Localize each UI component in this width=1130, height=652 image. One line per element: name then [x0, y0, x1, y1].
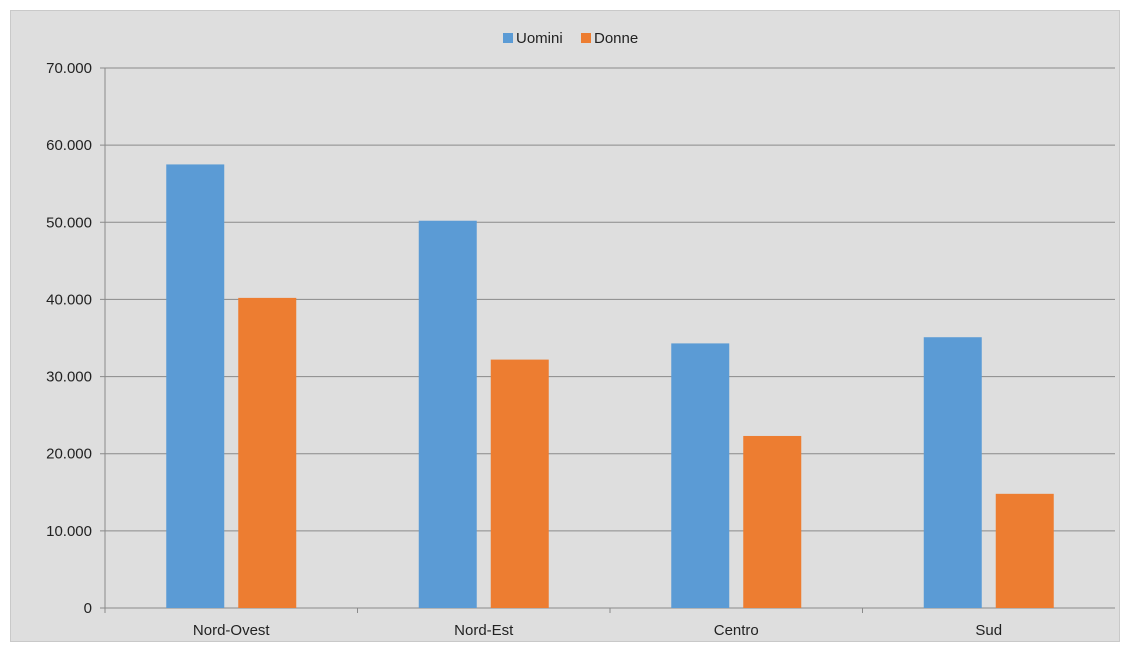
y-tick-label: 0	[84, 600, 92, 617]
x-category-label: Nord-Est	[454, 622, 514, 639]
y-tick-label: 10.000	[46, 523, 92, 540]
x-category-labels: Nord-Ovest Nord-Est Centro Sud	[193, 622, 1002, 639]
y-tick-label: 50.000	[46, 214, 92, 231]
bar-uomini-nord-ovest	[166, 164, 225, 608]
legend-label-uomini: Uomini	[516, 30, 563, 47]
y-tick-labels: 0 10.000 20.000 30.000 40.000 50.000 60.000 70.…	[46, 60, 92, 617]
y-tick-label: 70.000	[46, 60, 92, 77]
y-tick-label: 60.000	[46, 137, 92, 154]
y-tick-label: 20.000	[46, 446, 92, 463]
y-tick-label: 40.000	[46, 291, 92, 308]
legend-label-donne: Donne	[594, 30, 638, 47]
bar-chart: 0 10.000 20.000 30.000 40.000 50.000 60.000 70.…	[46, 30, 1115, 639]
bar-donne-centro	[743, 435, 802, 608]
bar-donne-nord-ovest	[238, 297, 297, 608]
chart-frame: 0 10.000 20.000 30.000 40.000 50.000 60.000 70.…	[10, 10, 1120, 642]
bars	[166, 164, 1054, 608]
y-tick-label: 30.000	[46, 369, 92, 386]
legend-swatch-uomini	[503, 33, 513, 43]
bar-uomini-nord-est	[418, 220, 477, 608]
bar-donne-sud	[995, 493, 1054, 608]
x-category-label: Nord-Ovest	[193, 622, 271, 639]
legend-swatch-donne	[581, 33, 591, 43]
bar-uomini-centro	[671, 343, 730, 608]
legend: Uomini Donne	[503, 30, 638, 47]
x-category-label: Sud	[975, 622, 1002, 639]
bar-donne-nord-est	[490, 359, 549, 608]
x-category-label: Centro	[714, 622, 759, 639]
bar-uomini-sud	[923, 337, 982, 608]
